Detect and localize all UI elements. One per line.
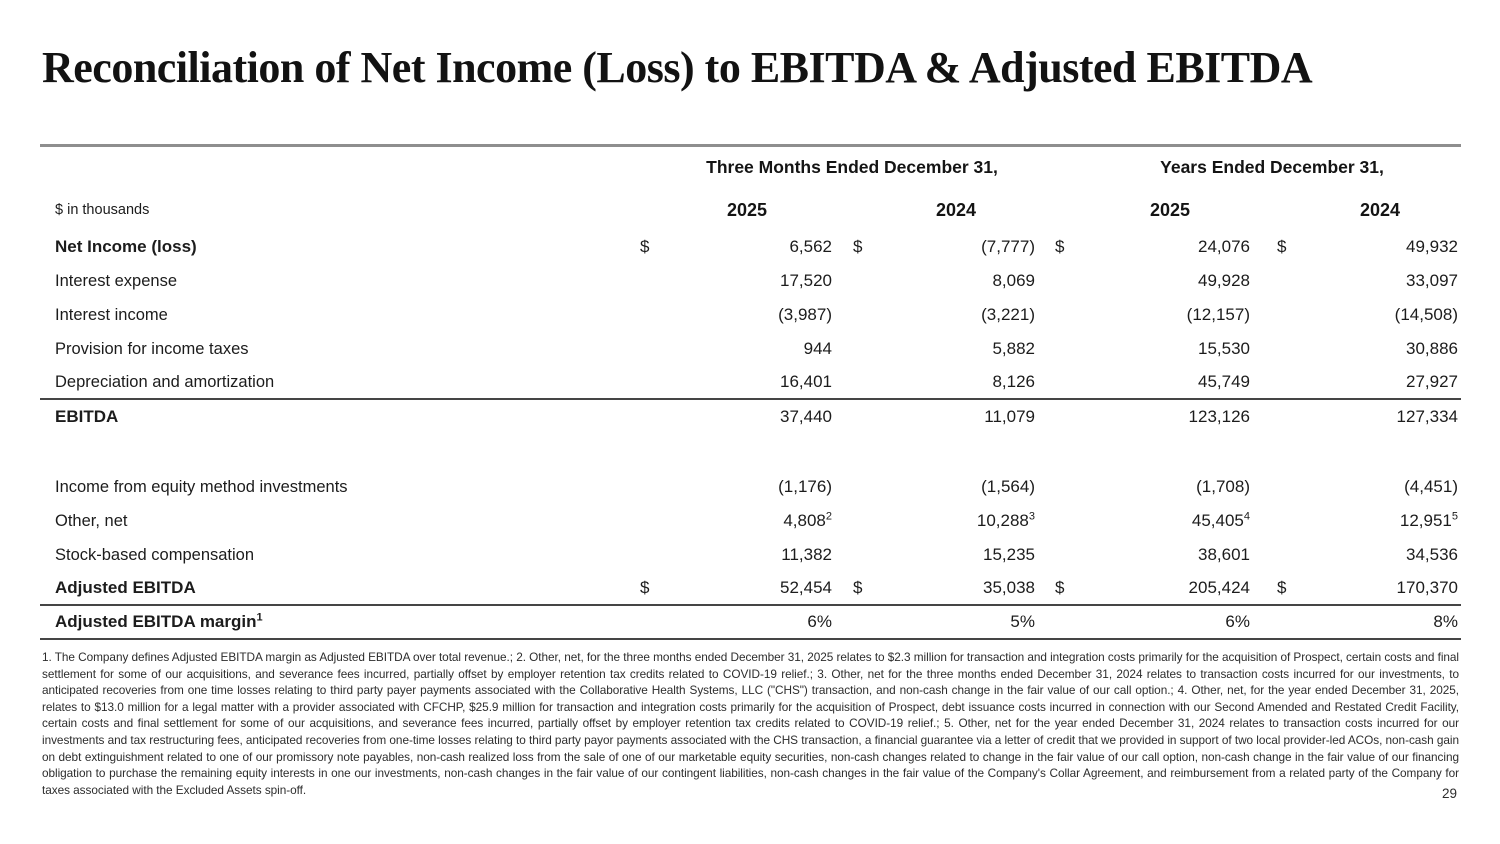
cell-value: 45,749	[1198, 372, 1250, 391]
table-row-adjusted-ebitda-margin: Adjusted EBITDA margin1 6% 5% 6% 8%	[40, 606, 1461, 640]
cell-value: 45,4054	[1191, 510, 1250, 530]
footnote-ref: 1	[256, 611, 263, 624]
cell-value: 15,235	[983, 545, 1035, 564]
table-row-provision-taxes: Provision for income taxes 944 5,882 15,…	[40, 332, 1461, 366]
cell-value: 10,2883	[976, 510, 1035, 530]
cell-value: (7,777)	[981, 237, 1035, 256]
table-row-stock-comp: Stock-based compensation 11,382 15,235 3…	[40, 538, 1461, 572]
cell-value: 8,069	[992, 271, 1035, 290]
table-row-other-net: Other, net 4,8082 10,2883 45,4054 12,951…	[40, 504, 1461, 538]
row-label: Stock-based compensation	[55, 545, 255, 564]
currency-symbol: $	[853, 237, 863, 256]
cell-value: 123,126	[1188, 407, 1250, 426]
currency-symbol: $	[1055, 237, 1065, 256]
footnote-ref: 5	[1451, 510, 1458, 523]
cell-value: 5%	[1010, 612, 1035, 631]
table-row-depreciation: Depreciation and amortization 16,401 8,1…	[40, 366, 1461, 400]
top-rule	[40, 144, 1461, 147]
cell-value: 205,424	[1188, 578, 1250, 597]
cell-value: 6,562	[789, 237, 832, 256]
cell-value: 11,382	[781, 545, 832, 564]
row-label: Interest income	[55, 305, 168, 324]
table-row-interest-expense: Interest expense 17,520 8,069 49,928 33,…	[40, 264, 1461, 298]
row-label: EBITDA	[55, 407, 119, 426]
cell-value: 12,9515	[1399, 510, 1458, 530]
cell-value: (14,508)	[1394, 305, 1458, 324]
cell-value: 30,886	[1406, 339, 1458, 358]
currency-symbol: $	[1277, 578, 1287, 597]
cell-value: 49,928	[1198, 271, 1250, 290]
cell-value: 11,079	[984, 407, 1035, 426]
cell-value: (4,451)	[1404, 477, 1458, 496]
currency-symbol: $	[853, 578, 863, 597]
row-label: Other, net	[55, 511, 128, 530]
cell-value: 6%	[807, 612, 832, 631]
cell-value: 944	[803, 339, 832, 358]
table-row-ebitda: EBITDA 37,440 11,079 123,126 127,334	[40, 400, 1461, 434]
table-row-interest-income: Interest income (3,987) (3,221) (12,157)…	[40, 298, 1461, 332]
cell-value: 34,536	[1406, 545, 1458, 564]
table-row-equity-method: Income from equity method investments (1…	[40, 470, 1461, 504]
row-label: Interest expense	[55, 271, 177, 290]
page-title: Reconciliation of Net Income (Loss) to E…	[42, 43, 1313, 92]
column-header-year: 2025	[1149, 200, 1191, 220]
column-header-year: 2024	[935, 200, 977, 220]
cell-value: 37,440	[780, 407, 832, 426]
cell-value: (1,708)	[1196, 477, 1250, 496]
row-label: Depreciation and amortization	[55, 372, 275, 391]
table-row-net-income: Net Income (loss) $6,562 $ (7,777) $24,07…	[40, 230, 1461, 264]
column-header-year: 2025	[726, 200, 768, 220]
cell-value: 35,038	[983, 578, 1035, 597]
row-label: Adjusted EBITDA	[55, 578, 196, 597]
cell-value: 6%	[1225, 612, 1250, 631]
table-section-gap	[40, 434, 1461, 470]
cell-value: 4,8082	[783, 510, 832, 530]
cell-value: 5,882	[992, 339, 1035, 358]
group-header-years: Years Ended December 31,	[1160, 157, 1384, 177]
cell-value: 127,334	[1396, 407, 1458, 426]
cell-value: 16,401	[780, 372, 832, 391]
cell-value: 52,454	[780, 578, 832, 597]
footnote-ref: 2	[825, 510, 832, 523]
cell-value: (1,176)	[778, 477, 832, 496]
cell-value: (3,987)	[778, 305, 832, 324]
table-row-adjusted-ebitda: Adjusted EBITDA $52,454 $35,038 $205,424…	[40, 572, 1461, 606]
cell-value: 17,520	[780, 271, 832, 290]
group-header-three-months: Three Months Ended December 31,	[706, 157, 998, 177]
cell-value: 49,932	[1406, 237, 1458, 256]
cell-value: 15,530	[1198, 339, 1250, 358]
cell-value: 38,601	[1198, 545, 1250, 564]
reconciliation-table: Net Income (loss) $6,562 $ (7,777) $24,07…	[40, 230, 1461, 640]
column-header-year: 2024	[1359, 200, 1401, 220]
footnotes-text: 1. The Company defines Adjusted EBITDA m…	[42, 650, 1459, 797]
cell-value: 33,097	[1406, 271, 1458, 290]
row-label: Income from equity method investments	[55, 477, 348, 496]
currency-symbol: $	[1277, 237, 1287, 256]
cell-value: (12,157)	[1186, 305, 1250, 324]
units-label: $ in thousands	[55, 202, 150, 218]
cell-value: 27,927	[1406, 372, 1458, 391]
cell-value: 170,370	[1396, 578, 1458, 597]
currency-symbol: $	[640, 237, 650, 256]
cell-value: 8%	[1433, 612, 1458, 631]
cell-value: (1,564)	[981, 477, 1035, 496]
cell-value: 8,126	[992, 372, 1035, 391]
row-label: Adjusted EBITDA margin1	[55, 611, 263, 631]
page-number: 29	[1441, 786, 1457, 801]
footnote-ref: 4	[1243, 510, 1250, 523]
row-label: Provision for income taxes	[55, 339, 249, 358]
row-label: Net Income (loss)	[55, 237, 197, 256]
currency-symbol: $	[1055, 578, 1065, 597]
currency-symbol: $	[640, 578, 650, 597]
cell-value: 24,076	[1198, 237, 1250, 256]
footnote-ref: 3	[1028, 510, 1035, 523]
cell-value: (3,221)	[981, 305, 1035, 324]
